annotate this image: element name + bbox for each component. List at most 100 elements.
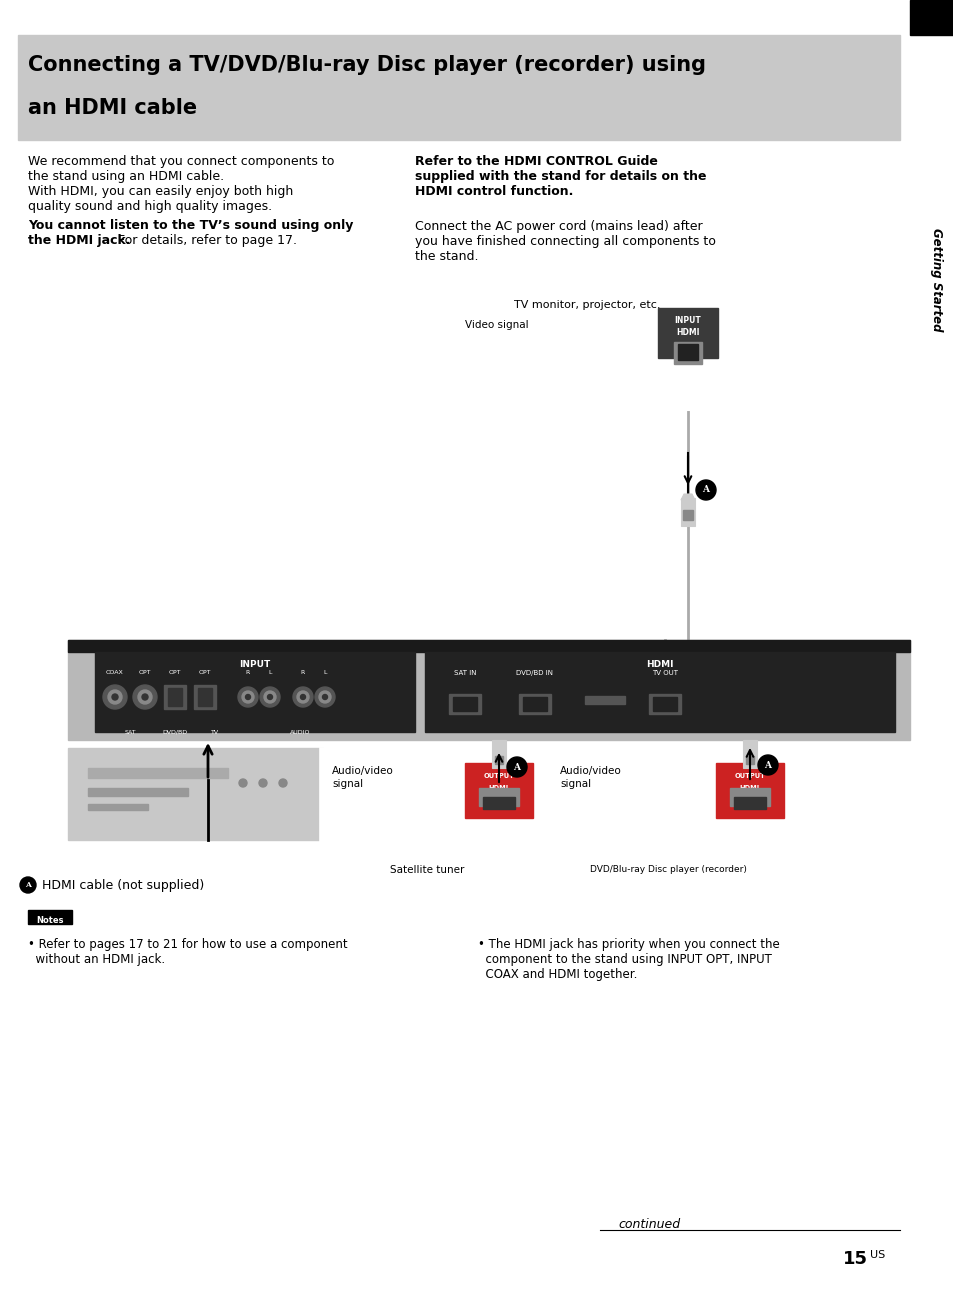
Text: the stand using an HDMI cable.: the stand using an HDMI cable.: [28, 170, 224, 182]
Text: DVD/BD IN: DVD/BD IN: [516, 670, 553, 675]
Bar: [478, 788, 518, 806]
Bar: [453, 697, 476, 710]
Bar: [95, 652, 415, 732]
Bar: [88, 769, 228, 778]
Text: DVD/BD: DVD/BD: [162, 730, 188, 735]
Bar: [495, 756, 502, 763]
Text: We recommend that you connect components to: We recommend that you connect components…: [28, 155, 334, 168]
Bar: [658, 308, 718, 358]
Bar: [648, 694, 680, 714]
Circle shape: [696, 480, 716, 499]
Text: AUDIO: AUDIO: [290, 730, 310, 735]
Bar: [652, 697, 677, 710]
Bar: [88, 804, 148, 810]
Polygon shape: [680, 494, 695, 499]
Text: INPUT: INPUT: [674, 316, 700, 325]
Bar: [198, 688, 212, 707]
Bar: [319, 748, 535, 870]
Circle shape: [278, 779, 287, 787]
Text: the stand.: the stand.: [415, 250, 478, 263]
Text: HDMI: HDMI: [645, 660, 673, 669]
Circle shape: [318, 691, 331, 703]
Text: A: A: [25, 881, 30, 889]
Circle shape: [108, 690, 122, 704]
Bar: [733, 797, 765, 809]
Text: without an HDMI jack.: without an HDMI jack.: [28, 952, 165, 967]
Circle shape: [239, 779, 247, 787]
Text: OPT: OPT: [169, 670, 181, 675]
Text: 15: 15: [842, 1250, 867, 1268]
Text: Audio/video
signal: Audio/video signal: [559, 766, 621, 789]
Circle shape: [258, 779, 267, 787]
Text: R: R: [246, 670, 250, 675]
Text: • Refer to pages 17 to 21 for how to use a component: • Refer to pages 17 to 21 for how to use…: [28, 938, 347, 951]
Text: an HDMI cable: an HDMI cable: [28, 98, 197, 118]
Text: Refer to the HDMI CONTROL Guide: Refer to the HDMI CONTROL Guide: [415, 155, 658, 168]
Circle shape: [103, 685, 127, 709]
Text: L: L: [323, 670, 327, 675]
Text: component to the stand using INPUT OPT, INPUT: component to the stand using INPUT OPT, …: [477, 952, 771, 967]
Text: you have finished connecting all components to: you have finished connecting all compone…: [415, 236, 715, 248]
Text: the HDMI jack.: the HDMI jack.: [28, 234, 131, 247]
Bar: [164, 685, 186, 709]
Text: HDMI control function.: HDMI control function.: [415, 185, 573, 198]
Bar: [88, 788, 188, 796]
Circle shape: [293, 687, 313, 707]
Circle shape: [112, 694, 118, 700]
Circle shape: [20, 877, 36, 893]
Text: You cannot listen to the TV’s sound using only: You cannot listen to the TV’s sound usin…: [28, 219, 353, 232]
Text: SAT IN: SAT IN: [454, 670, 476, 675]
Bar: [18, 35, 899, 140]
Bar: [584, 696, 624, 704]
Bar: [716, 763, 783, 818]
Bar: [909, 0, 953, 35]
Bar: [745, 756, 753, 763]
Text: supplied with the stand for details on the: supplied with the stand for details on t…: [415, 170, 706, 182]
Bar: [68, 641, 909, 740]
Circle shape: [506, 757, 526, 776]
Bar: [449, 694, 480, 714]
Text: INPUT: INPUT: [239, 660, 271, 669]
Bar: [168, 688, 182, 707]
Text: For details, refer to page 17.: For details, refer to page 17.: [113, 234, 296, 247]
Text: OUTPUT: OUTPUT: [734, 773, 764, 779]
Text: A: A: [701, 485, 709, 494]
Circle shape: [132, 685, 157, 709]
Text: A: A: [763, 761, 771, 770]
Circle shape: [245, 695, 251, 700]
Text: With HDMI, you can easily enjoy both high: With HDMI, you can easily enjoy both hig…: [28, 185, 293, 198]
Bar: [680, 498, 695, 525]
Bar: [547, 748, 787, 870]
Text: COAX: COAX: [106, 670, 124, 675]
Text: SAT: SAT: [124, 730, 135, 735]
Bar: [729, 788, 769, 806]
Bar: [193, 685, 215, 709]
Circle shape: [237, 687, 257, 707]
Bar: [522, 697, 546, 710]
Text: quality sound and high quality images.: quality sound and high quality images.: [28, 201, 272, 214]
Bar: [678, 344, 698, 360]
Circle shape: [260, 687, 280, 707]
Text: Video signal: Video signal: [464, 320, 528, 330]
Bar: [424, 652, 894, 732]
Text: Connecting a TV/DVD/Blu-ray Disc player (recorder) using: Connecting a TV/DVD/Blu-ray Disc player …: [28, 56, 705, 75]
Circle shape: [758, 754, 778, 775]
Text: TV monitor, projector, etc.: TV monitor, projector, etc.: [514, 300, 660, 311]
Circle shape: [296, 691, 309, 703]
Text: OUTPUT: OUTPUT: [483, 773, 514, 779]
Text: R: R: [300, 670, 305, 675]
Text: Getting Started: Getting Started: [929, 228, 943, 331]
Text: OPT: OPT: [198, 670, 211, 675]
Circle shape: [138, 690, 152, 704]
Text: Audio/video
signal: Audio/video signal: [332, 766, 394, 789]
Bar: [673, 342, 701, 364]
Text: TV OUT: TV OUT: [651, 670, 678, 675]
Text: OPT: OPT: [138, 670, 152, 675]
Circle shape: [264, 691, 275, 703]
Text: L: L: [268, 670, 272, 675]
Bar: [455, 290, 720, 410]
Bar: [28, 910, 71, 924]
Circle shape: [142, 694, 148, 700]
Bar: [492, 740, 505, 769]
Text: HDMI cable (not supplied): HDMI cable (not supplied): [42, 879, 204, 892]
